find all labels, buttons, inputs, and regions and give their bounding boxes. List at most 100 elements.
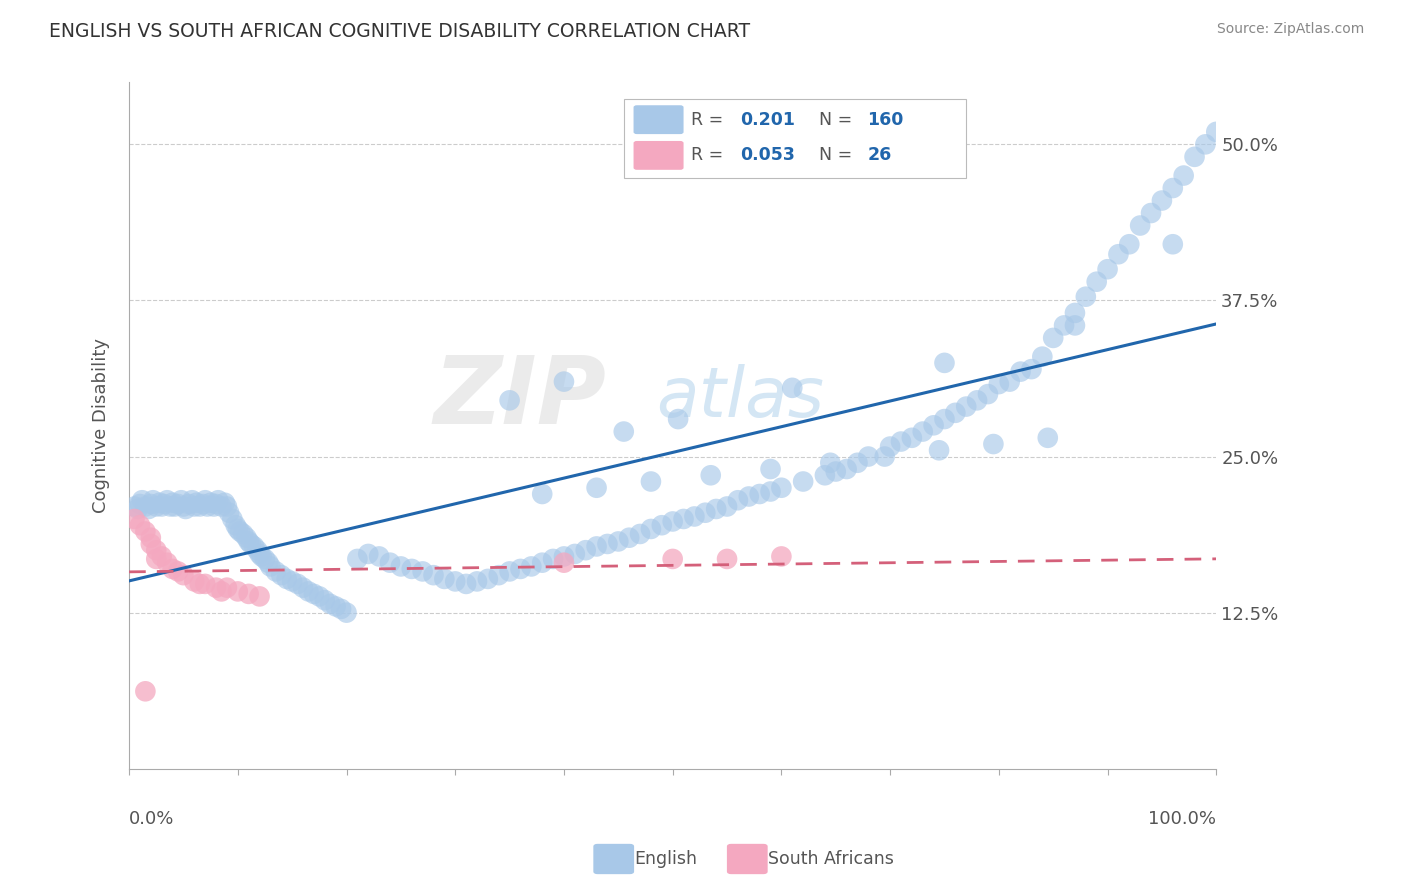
FancyBboxPatch shape bbox=[634, 105, 683, 134]
Point bbox=[167, 497, 190, 511]
Point bbox=[695, 506, 717, 520]
Point bbox=[249, 547, 271, 561]
Point bbox=[188, 500, 211, 514]
Point bbox=[879, 440, 901, 454]
Point bbox=[346, 552, 368, 566]
Point bbox=[1042, 331, 1064, 345]
Point bbox=[287, 577, 309, 591]
Point bbox=[232, 527, 254, 541]
Point bbox=[142, 493, 165, 508]
Point bbox=[194, 577, 217, 591]
Point bbox=[378, 556, 401, 570]
Point bbox=[153, 497, 176, 511]
Point bbox=[738, 490, 761, 504]
Point bbox=[401, 562, 423, 576]
Point bbox=[181, 493, 204, 508]
Point bbox=[150, 549, 173, 564]
Point bbox=[613, 425, 636, 439]
Point bbox=[531, 556, 554, 570]
Text: English: English bbox=[634, 850, 697, 868]
Point bbox=[456, 577, 478, 591]
Point bbox=[792, 475, 814, 489]
Text: 0.053: 0.053 bbox=[740, 146, 794, 164]
Point bbox=[820, 456, 842, 470]
Point bbox=[520, 559, 543, 574]
Point bbox=[259, 559, 281, 574]
Point bbox=[531, 487, 554, 501]
Point bbox=[257, 556, 280, 570]
Point bbox=[1173, 169, 1195, 183]
FancyBboxPatch shape bbox=[624, 99, 966, 178]
Point bbox=[138, 502, 160, 516]
Point bbox=[200, 496, 222, 510]
Point bbox=[928, 443, 950, 458]
Text: 26: 26 bbox=[868, 146, 891, 164]
Point bbox=[183, 500, 205, 514]
Point bbox=[205, 581, 228, 595]
Point bbox=[716, 552, 738, 566]
Point bbox=[163, 500, 186, 514]
Point bbox=[1184, 150, 1206, 164]
Point bbox=[640, 475, 662, 489]
Point bbox=[226, 522, 249, 536]
Point bbox=[389, 559, 412, 574]
Point bbox=[1085, 275, 1108, 289]
Point bbox=[488, 568, 510, 582]
Point bbox=[700, 468, 723, 483]
Point bbox=[211, 584, 233, 599]
Y-axis label: Cognitive Disability: Cognitive Disability bbox=[93, 338, 110, 513]
Point bbox=[207, 493, 229, 508]
Text: ZIP: ZIP bbox=[433, 351, 606, 444]
Point bbox=[239, 537, 262, 551]
Point bbox=[651, 518, 673, 533]
Point bbox=[465, 574, 488, 589]
Point bbox=[174, 502, 197, 516]
Point bbox=[1031, 350, 1053, 364]
Point bbox=[983, 437, 1005, 451]
Point bbox=[145, 552, 167, 566]
Point bbox=[139, 531, 162, 545]
Point bbox=[1161, 237, 1184, 252]
Point bbox=[145, 500, 167, 514]
Point bbox=[281, 574, 304, 589]
Point bbox=[716, 500, 738, 514]
Point bbox=[167, 565, 190, 579]
Text: R =: R = bbox=[692, 146, 728, 164]
Point bbox=[911, 425, 934, 439]
Point bbox=[661, 515, 683, 529]
Point bbox=[238, 587, 260, 601]
Point bbox=[873, 450, 896, 464]
Text: N =: N = bbox=[820, 111, 858, 128]
Text: N =: N = bbox=[820, 146, 858, 164]
Text: ENGLISH VS SOUTH AFRICAN COGNITIVE DISABILITY CORRELATION CHART: ENGLISH VS SOUTH AFRICAN COGNITIVE DISAB… bbox=[49, 22, 751, 41]
Point bbox=[270, 568, 292, 582]
Point bbox=[162, 496, 184, 510]
Point bbox=[1129, 219, 1152, 233]
Point bbox=[727, 493, 749, 508]
Point bbox=[226, 584, 249, 599]
Point bbox=[607, 534, 630, 549]
FancyBboxPatch shape bbox=[634, 141, 683, 169]
Point bbox=[238, 534, 260, 549]
Point bbox=[553, 375, 575, 389]
Point bbox=[780, 381, 803, 395]
Point bbox=[162, 562, 184, 576]
Point bbox=[628, 527, 651, 541]
Text: R =: R = bbox=[692, 111, 728, 128]
Point bbox=[934, 412, 956, 426]
Point bbox=[966, 393, 988, 408]
Point bbox=[858, 450, 880, 464]
Point bbox=[134, 500, 156, 514]
Point bbox=[814, 468, 837, 483]
Point bbox=[672, 512, 695, 526]
Text: 0.201: 0.201 bbox=[740, 111, 794, 128]
Point bbox=[368, 549, 391, 564]
Point bbox=[357, 547, 380, 561]
Point bbox=[846, 456, 869, 470]
Point bbox=[215, 581, 238, 595]
Point bbox=[202, 500, 225, 514]
Point bbox=[412, 565, 434, 579]
Point bbox=[156, 493, 179, 508]
Point bbox=[172, 568, 194, 582]
Point bbox=[211, 500, 233, 514]
